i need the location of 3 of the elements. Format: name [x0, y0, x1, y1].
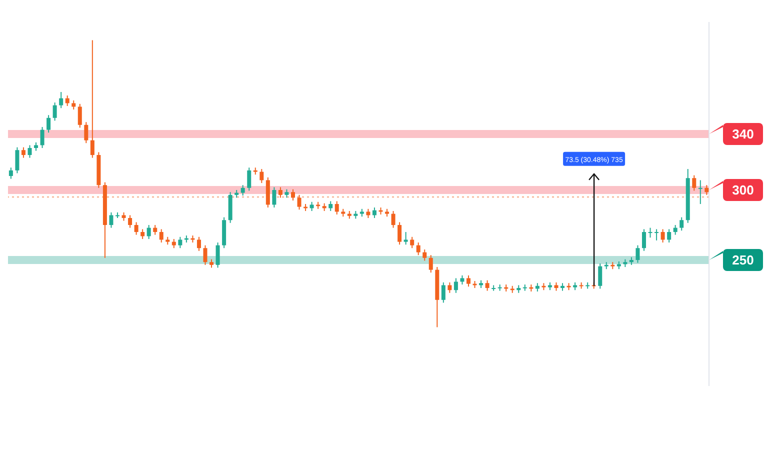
y-tick-label: 340: [732, 126, 754, 142]
y-tick-label: 250: [732, 252, 754, 268]
y-tick-label: 300: [732, 182, 754, 198]
